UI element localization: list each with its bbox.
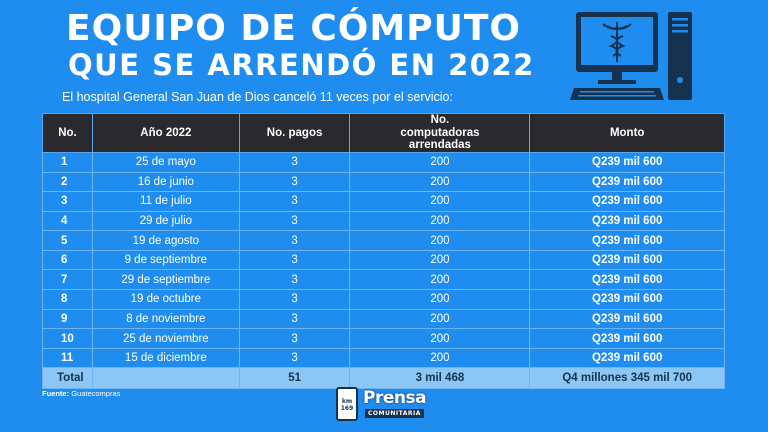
table-row: 8 19 de octubre 3 200 Q239 mil 600 [42,289,725,310]
cell-date: 8 de noviembre [91,308,240,330]
table-row: 5 19 de agosto 3 200 Q239 mil 600 [42,230,725,251]
cell-no: 5 [42,230,93,251]
infographic-title: EQUIPO DE CÓMPUTO QUE SE ARRENDÓ EN 2022 [66,8,535,82]
logo-sub: COMUNITARIA [365,409,424,418]
cell-amount: Q239 mil 600 [529,230,725,251]
cell-payments: 3 [238,328,351,349]
cell-no: 10 [42,328,93,349]
cell-no: 3 [42,191,93,212]
cell-amount: Q239 mil 600 [529,249,725,271]
cell-amount: Q239 mil 600 [529,269,725,291]
cell-computers: 200 [349,269,531,291]
total-payments: 51 [238,367,351,390]
subtitle: El hospital General San Juan de Dios can… [62,90,453,104]
cell-computers: 200 [349,151,531,173]
cell-computers: 200 [349,249,531,271]
total-label: Total [42,367,93,390]
cell-payments: 3 [238,171,351,193]
table-row: 6 9 de septiembre 3 200 Q239 mil 600 [42,249,725,271]
table-row: 11 15 de diciembre 3 200 Q239 mil 600 [42,347,725,369]
logo-brand: Prensa [363,388,427,408]
rental-table: No. Año 2022 No. pagos No. computadoras … [42,113,725,390]
cell-payments: 3 [238,191,351,212]
table-row: 3 11 de julio 3 200 Q239 mil 600 [42,191,725,212]
table-row: 10 25 de noviembre 3 200 Q239 mil 600 [42,328,725,349]
caduceus-icon [602,22,632,62]
total-date [91,367,240,390]
table-row: 9 8 de noviembre 3 200 Q239 mil 600 [42,308,725,330]
table-row: 7 29 de septiembre 3 200 Q239 mil 600 [42,269,725,291]
cell-no: 2 [42,171,93,193]
cell-computers: 200 [349,328,531,349]
cell-date: 9 de septiembre [91,249,240,271]
total-row: Total 51 3 mil 468 Q4 millones 345 mil 7… [42,367,725,390]
table-row: 4 29 de julio 3 200 Q239 mil 600 [42,210,725,232]
cell-no: 9 [42,308,93,330]
title-line-1: EQUIPO DE CÓMPUTO [66,8,521,49]
cell-date: 29 de julio [91,210,240,232]
cell-amount: Q239 mil 600 [529,151,725,173]
cell-payments: 3 [238,308,351,330]
table-row: 1 25 de mayo 3 200 Q239 mil 600 [42,151,725,173]
cell-amount: Q239 mil 600 [529,289,725,310]
header-computers: No. computadoras arrendadas [349,113,531,153]
cell-computers: 200 [349,191,531,212]
cell-computers: 200 [349,230,531,251]
cell-computers: 200 [349,171,531,193]
cell-no: 4 [42,210,93,232]
table-row: 2 16 de junio 3 200 Q239 mil 600 [42,171,725,193]
cell-computers: 200 [349,289,531,310]
source-note: Fuente: Guatecompras [42,389,120,398]
cell-date: 25 de mayo [91,151,240,173]
cell-no: 7 [42,269,93,291]
badge-text: km 169 [340,398,354,412]
cell-payments: 3 [238,249,351,271]
cell-no: 8 [42,289,93,310]
title-line-2: QUE SE ARRENDÓ EN 2022 [68,47,535,82]
cell-no: 11 [42,347,93,369]
cell-date: 19 de octubre [91,289,240,310]
cell-computers: 200 [349,210,531,232]
header-amount: Monto [529,113,725,153]
header-no: No. [42,113,93,153]
cell-date: 25 de noviembre [91,328,240,349]
cell-payments: 3 [238,230,351,251]
cell-amount: Q239 mil 600 [529,347,725,369]
cell-date: 29 de septiembre [91,269,240,291]
cell-date: 15 de diciembre [91,347,240,369]
cell-no: 1 [42,151,93,173]
prensa-comunitaria-logo: km 169 Prensa COMUNITARIA [336,387,436,423]
header-year: Año 2022 [91,113,240,153]
cell-payments: 3 [238,289,351,310]
table-header-row: No. Año 2022 No. pagos No. computadoras … [42,113,725,153]
source-value: Guatecompras [71,389,121,398]
cell-payments: 3 [238,269,351,291]
km-badge-icon: km 169 [336,387,358,421]
cell-computers: 200 [349,308,531,330]
source-label: Fuente: [42,389,70,398]
cell-date: 19 de agosto [91,230,240,251]
computer-icon [570,12,692,100]
cell-date: 16 de junio [91,171,240,193]
cell-amount: Q239 mil 600 [529,308,725,330]
cell-payments: 3 [238,151,351,173]
cell-computers: 200 [349,347,531,369]
total-amount: Q4 millones 345 mil 700 [529,367,725,390]
cell-amount: Q239 mil 600 [529,191,725,212]
cell-amount: Q239 mil 600 [529,328,725,349]
cell-amount: Q239 mil 600 [529,171,725,193]
cell-amount: Q239 mil 600 [529,210,725,232]
cell-payments: 3 [238,347,351,369]
cell-date: 11 de julio [91,191,240,212]
cell-payments: 3 [238,210,351,232]
total-computers: 3 mil 468 [349,367,531,390]
header-payments: No. pagos [238,113,351,153]
cell-no: 6 [42,249,93,271]
